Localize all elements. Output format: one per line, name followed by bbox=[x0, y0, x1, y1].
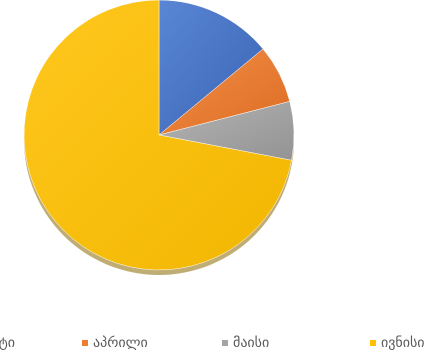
legend-item-4: ივნისი bbox=[370, 335, 425, 351]
legend-label-3: მაისი bbox=[233, 335, 270, 351]
legend-swatch-2 bbox=[82, 340, 88, 346]
legend-label-1: მარტი bbox=[0, 335, 15, 351]
legend-label-4: ივნისი bbox=[381, 335, 425, 351]
pie-slices bbox=[23, 0, 295, 271]
legend-swatch-3 bbox=[222, 340, 228, 346]
legend-swatch-4 bbox=[370, 340, 376, 346]
pie-chart bbox=[23, 0, 295, 275]
pie-slice-4 bbox=[23, 0, 292, 271]
legend-item-3: მაისი bbox=[222, 335, 269, 351]
pie-slice-1 bbox=[158, 0, 264, 136]
legend-item-1: მარტი bbox=[0, 335, 15, 351]
legend-item-2: აპრილი bbox=[82, 335, 148, 351]
legend-label-2: აპრილი bbox=[93, 335, 148, 351]
